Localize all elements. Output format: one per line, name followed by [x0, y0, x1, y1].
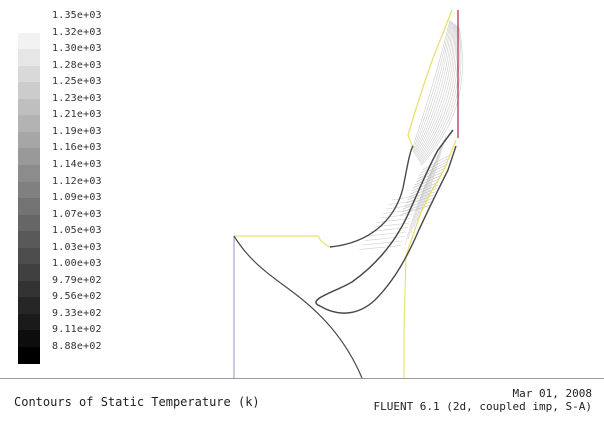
solver-info: FLUENT 6.1 (2d, coupled imp, S-A): [373, 400, 592, 413]
colormap-label: 1.14e+03: [52, 158, 102, 170]
colormap-swatch: [18, 280, 40, 298]
contour-line: [416, 149, 441, 222]
contour-line: [413, 21, 452, 153]
colormap-swatch: [18, 98, 40, 116]
contour-line: [417, 24, 457, 160]
colormap-swatch: [18, 264, 40, 282]
colormap-label: 1.30e+03: [52, 43, 102, 55]
colormap-label: 1.07e+03: [52, 208, 102, 220]
blade-pressure-side-lower: [319, 145, 457, 314]
colormap-label: 1.00e+03: [52, 258, 102, 270]
contour-line: [358, 245, 402, 250]
colormap-label: 9.11e+02: [52, 324, 102, 336]
contour-line: [367, 231, 407, 237]
colormap-label: 1.12e+03: [52, 175, 102, 187]
contour-line: [420, 158, 449, 174]
colormap-label: 9.33e+02: [52, 307, 102, 319]
colormap-swatch: [18, 115, 40, 133]
colormap-label: 1.16e+03: [52, 142, 102, 154]
temperature-contour-lines: [358, 19, 463, 250]
colormap-swatch: [18, 231, 40, 249]
contour-line: [391, 195, 419, 201]
colormap-swatch: [18, 297, 40, 315]
colormap-swatch: [18, 214, 40, 232]
colormap-swatch: [18, 148, 40, 166]
plot-title: Contours of Static Temperature (k): [14, 395, 260, 409]
plot-date: Mar 01, 2008: [512, 387, 592, 400]
colormap-swatch: [18, 313, 40, 332]
contour-line: [379, 213, 413, 219]
colormap-label: 1.28e+03: [52, 59, 102, 71]
colormap-swatch: [18, 347, 40, 365]
contour-plot: [233, 9, 463, 378]
colormap-swatch: [18, 16, 40, 34]
contour-line: [364, 236, 405, 241]
contour-line: [385, 204, 416, 210]
colormap-swatch: [18, 198, 40, 216]
contour-line: [419, 144, 443, 216]
contour-line: [416, 23, 455, 158]
colormap-label: 1.21e+03: [52, 109, 102, 121]
colormap-label: 1.03e+03: [52, 241, 102, 253]
colormap-label: 1.25e+03: [52, 76, 102, 88]
contour-line: [361, 240, 404, 246]
graphics-viewport[interactable]: 1.35e+03 1.32e+03 1.30e+03 1.28e+03 1.25e+03…: [0, 0, 604, 378]
colormap-scale-bar: [18, 16, 40, 365]
contour-line: [412, 20, 452, 152]
colormap-label: 1.05e+03: [52, 225, 102, 237]
colormap-swatch: [18, 181, 40, 199]
colormap-swatch: [18, 32, 40, 50]
blade-pressure-side-upper: [329, 145, 414, 248]
contour-line: [376, 218, 411, 223]
hub-wall-lower: [233, 235, 363, 378]
colormap-swatch: [18, 49, 40, 67]
contour-line: [411, 19, 451, 151]
plot-caption-bar: Contours of Static Temperature (k) Mar 0…: [0, 378, 604, 422]
periodic-boundary-lower: [405, 139, 457, 257]
colormap-label: 1.32e+03: [52, 26, 102, 38]
colormap-swatch: [18, 330, 40, 348]
contour-line: [413, 21, 453, 154]
colormap-label: 1.09e+03: [52, 192, 102, 204]
contour-line: [418, 25, 458, 161]
contour-line: [421, 27, 463, 166]
periodic-boundary-upper: [407, 9, 453, 149]
contour-line: [413, 154, 439, 228]
contour-line: [399, 204, 431, 216]
colormap-label: 1.35e+03: [52, 10, 102, 21]
colormap-label: 9.79e+02: [52, 274, 102, 286]
contour-line: [415, 22, 454, 157]
colormap-swatch: [18, 82, 40, 100]
colormap-swatch: [18, 247, 40, 265]
contour-line: [414, 22, 454, 155]
contour-line: [420, 27, 462, 165]
colormap-label: 1.19e+03: [52, 125, 102, 137]
inlet-boundary-top: [234, 235, 331, 248]
colormap-swatch: [18, 131, 40, 149]
contour-line: [416, 24, 456, 159]
blade-suction-side: [315, 129, 454, 307]
contour-line: [388, 200, 417, 205]
periodic-boundary-bottom: [403, 255, 407, 378]
colormap-label: 9.56e+02: [52, 291, 102, 303]
colormap-label: 8.88e+02: [52, 341, 102, 352]
contour-line: [419, 26, 460, 164]
colormap-swatch: [18, 164, 40, 183]
contour-line: [382, 209, 414, 214]
colormap-label: 1.23e+03: [52, 92, 102, 104]
colormap-swatch: [18, 65, 40, 83]
colormap-legend: 1.35e+03 1.32e+03 1.30e+03 1.28e+03 1.25e+03…: [0, 0, 120, 378]
